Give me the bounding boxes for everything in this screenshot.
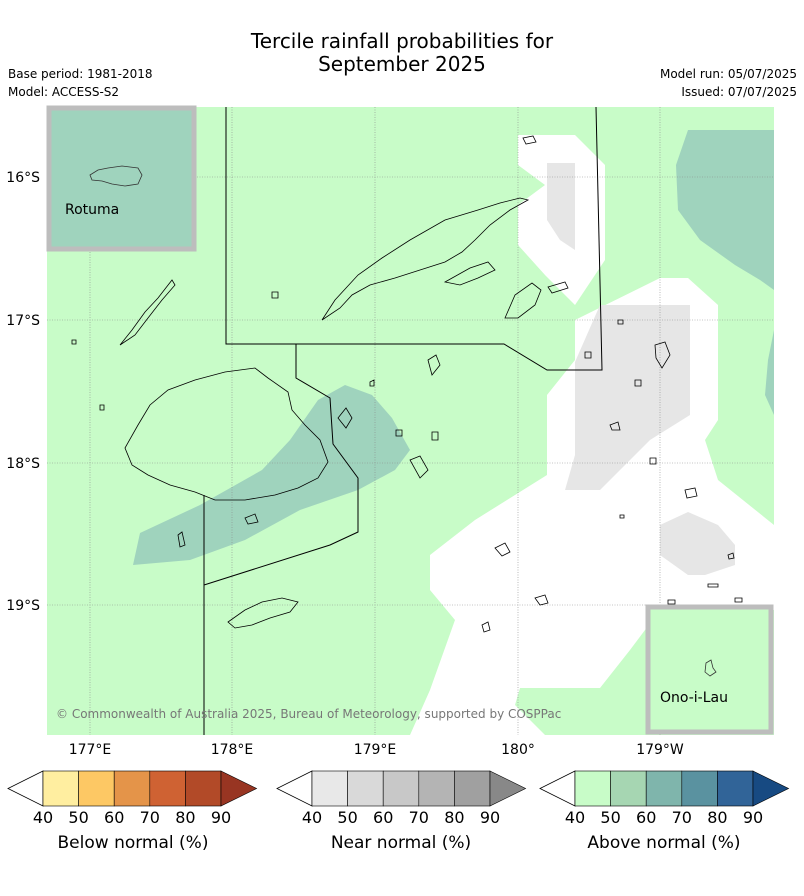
colorbar-above-tick: 80: [707, 808, 727, 827]
colorbar-below-segment: [113, 770, 151, 807]
inset-label-rotuma: Rotuma: [65, 202, 119, 218]
colorbar-below-segment: [185, 770, 222, 807]
colorbar-near-tick: 90: [480, 808, 500, 827]
colorbar-below-tick: 50: [68, 808, 88, 827]
rotuma-island: [89, 165, 143, 187]
lon-label: 178°E: [211, 742, 254, 758]
colorbar-above-tick: 60: [636, 808, 656, 827]
near-normal-40-region: [660, 512, 735, 575]
colorbar-near-min-arrow: [276, 770, 313, 807]
lat-label: 19°S: [6, 598, 40, 614]
issued-date: Issued: 07/07/2025: [681, 85, 797, 99]
lat-label: 18°S: [6, 456, 40, 472]
colorbar-above-tick: 90: [743, 808, 763, 827]
colorbar-above-min-arrow: [539, 770, 576, 807]
colorbar-near-segment: [382, 770, 420, 807]
model-name: Model: ACCESS-S2: [8, 85, 120, 99]
colorbar-group: 40 50 60 70 80 90 40 50 60 70 80 90 40 50 60 70 80 90: [7, 770, 790, 827]
colorbar-below-tick: 40: [33, 808, 53, 827]
colorbar-label-near: Near normal (%): [330, 833, 472, 853]
colorbar-near-tick: 60: [373, 808, 393, 827]
meta-left: Base period: 1981-2018 Model: ACCESS-S2: [8, 65, 153, 101]
lon-label: 177°E: [69, 742, 112, 758]
colorbar-below-segment: [149, 770, 186, 807]
inset-ono-i-lau: Ono-i-Lau: [645, 604, 774, 735]
kadavu-coast: [227, 597, 299, 629]
base-period: Base period: 1981-2018: [8, 67, 153, 81]
colorbar-above-segment: [717, 770, 754, 807]
coastlines: [71, 135, 743, 633]
colorbar-near-segment: [347, 770, 384, 807]
above-normal-50-region: [133, 385, 410, 565]
meta-right: Model run: 05/07/2025 Issued: 07/07/2025: [660, 65, 797, 101]
colorbar-near-segment: [489, 770, 527, 807]
lon-label: 179°E: [354, 742, 397, 758]
inset-label-ono-i-lau: Ono-i-Lau: [660, 690, 728, 706]
colorbar-near-segment: [454, 770, 491, 807]
above-normal-50-region: [765, 330, 774, 415]
colorbar-above-segment: [645, 770, 683, 807]
above-normal-50-region: [676, 130, 774, 290]
colorbar-near-tick: 40: [302, 808, 322, 827]
colorbar-above-segment: [752, 770, 790, 807]
near-normal-40-region: [565, 305, 690, 490]
colorbar-above-tick: 40: [565, 808, 585, 827]
colorbar-above-segment: [610, 770, 647, 807]
colorbar-near-segment: [311, 770, 348, 807]
colorbar-near-tick: 80: [444, 808, 464, 827]
inset-rotuma: Rotuma: [46, 105, 197, 252]
colorbar-below-tick: 90: [211, 808, 231, 827]
colorbar-below-tick: 70: [140, 808, 160, 827]
near-normal-40-region: [547, 163, 575, 250]
colorbar-below-min-arrow: [7, 770, 44, 807]
colorbar-near-segment: [418, 770, 455, 807]
colorbar-near-tick: 70: [409, 808, 429, 827]
map-title: Tercile rainfall probabilities for Septe…: [0, 30, 804, 76]
colorbar-below-tick: 80: [175, 808, 195, 827]
lon-label: 179°W: [636, 742, 684, 758]
viti-levu-coast: [124, 367, 329, 501]
title-line-2: September 2025: [318, 52, 486, 76]
colorbar-above-tick: 50: [600, 808, 620, 827]
vanua-levu-coast: [321, 197, 530, 321]
lon-label: 180°: [501, 742, 535, 758]
colorbar-above-segment: [574, 770, 611, 807]
colorbar-label-above: Above normal (%): [587, 833, 741, 853]
colorbar-below-tick: 60: [104, 808, 124, 827]
title-line-1: Tercile rainfall probabilities for: [250, 29, 554, 53]
lat-label: 17°S: [6, 313, 40, 329]
colorbar-above-tick: 70: [672, 808, 692, 827]
colorbar-below-segment: [220, 770, 258, 807]
boundary-lines: [203, 107, 603, 735]
model-run: Model run: 05/07/2025: [659, 67, 797, 81]
colorbar-label-below: Below normal (%): [57, 833, 209, 853]
colorbar-above-segment: [681, 770, 718, 807]
lat-label: 16°S: [6, 170, 40, 186]
colorbar-below-segment: [78, 770, 115, 807]
ono-i-lau-island: [704, 659, 717, 677]
copyright-text: © Commonwealth of Australia 2025, Bureau…: [56, 707, 561, 721]
colorbar-near-tick: 50: [337, 808, 357, 827]
colorbar-below-segment: [42, 770, 79, 807]
